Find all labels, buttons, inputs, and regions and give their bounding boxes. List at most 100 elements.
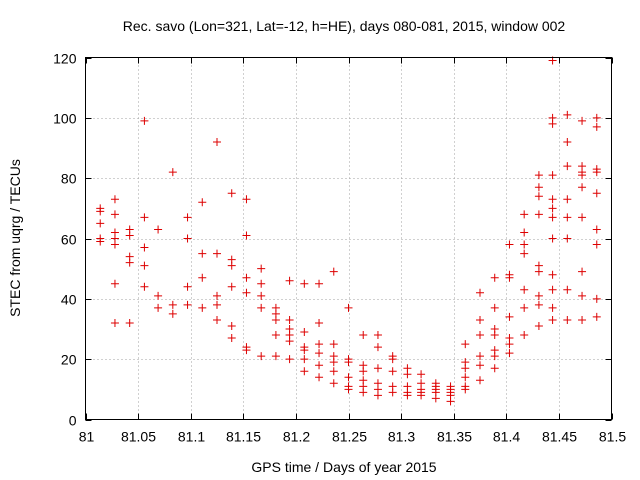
- data-point: [592, 294, 601, 303]
- data-point: [388, 367, 397, 376]
- chart-title: Rec. savo (Lon=321, Lat=-12, h=HE), days…: [123, 18, 566, 34]
- data-point: [563, 234, 572, 243]
- data-point: [198, 198, 207, 207]
- axis-ticks: [85, 57, 613, 421]
- data-point: [476, 315, 484, 324]
- data-point: [548, 270, 557, 279]
- data-point: [592, 113, 601, 122]
- x-tick-label: 81.35: [437, 429, 472, 445]
- data-point: [490, 331, 499, 340]
- data-point: [520, 228, 529, 237]
- data-point: [213, 291, 221, 300]
- data-point: [534, 300, 543, 309]
- data-point: [242, 288, 251, 297]
- data-point: [359, 331, 368, 340]
- data-point: [534, 210, 543, 219]
- plot-frame: [85, 57, 612, 420]
- x-tick-label: 81.3: [388, 429, 415, 445]
- data-point: [315, 361, 324, 370]
- data-point: [505, 240, 514, 249]
- data-point: [417, 370, 426, 379]
- data-point: [198, 273, 207, 282]
- data-point: [140, 282, 149, 291]
- data-point: [476, 376, 484, 385]
- data-point: [257, 291, 266, 300]
- data-point: [227, 282, 236, 291]
- data-point: [461, 373, 470, 382]
- y-tick-label: 40: [61, 292, 77, 308]
- data-point: [548, 195, 557, 204]
- data-point: [140, 261, 149, 270]
- data-point: [520, 285, 529, 294]
- y-tick-label: 100: [53, 111, 77, 127]
- data-point: [563, 137, 572, 146]
- data-point: [563, 285, 572, 294]
- y-tick-label: 20: [61, 352, 77, 368]
- data-point: [300, 279, 309, 288]
- data-point: [344, 385, 353, 394]
- data-point: [213, 137, 221, 146]
- data-point: [315, 349, 324, 358]
- x-axis-label: GPS time / Days of year 2015: [251, 459, 436, 475]
- data-point: [242, 273, 251, 282]
- data-point: [476, 361, 484, 370]
- y-tick-labels: 0 20 40 60 80 100 120: [53, 51, 77, 429]
- data-point: [154, 225, 163, 234]
- y-tick-label: 60: [61, 232, 77, 248]
- x-tick-label: 81: [79, 429, 95, 445]
- data-point: [257, 264, 266, 273]
- data-point: [578, 267, 587, 276]
- x-tick-label: 81.05: [121, 429, 156, 445]
- data-point: [125, 231, 134, 240]
- data-point: [548, 303, 557, 312]
- data-point: [520, 240, 529, 249]
- data-point: [257, 352, 266, 361]
- data-point: [125, 258, 134, 267]
- data-point: [285, 315, 294, 324]
- data-point: [227, 189, 236, 198]
- data-point: [96, 219, 105, 228]
- data-point: [154, 291, 163, 300]
- data-point: [578, 291, 587, 300]
- data-point: [300, 367, 309, 376]
- data-point: [578, 213, 587, 222]
- data-point: [592, 122, 601, 131]
- data-point: [359, 388, 368, 397]
- data-point: [110, 210, 119, 219]
- data-point: [285, 337, 294, 346]
- x-tick-label: 81.15: [226, 429, 261, 445]
- data-point: [329, 379, 338, 388]
- data-point: [592, 189, 601, 198]
- y-tick-label: 80: [61, 171, 77, 187]
- data-point: [548, 171, 557, 180]
- data-point: [476, 352, 484, 361]
- x-tick-label: 81.25: [332, 429, 367, 445]
- data-point: [548, 119, 557, 128]
- data-point: [548, 234, 557, 243]
- data-point: [520, 303, 529, 312]
- data-point: [373, 331, 382, 340]
- data-point: [461, 385, 470, 394]
- x-tick-label: 81.4: [493, 429, 520, 445]
- data-point: [242, 195, 251, 204]
- data-point: [213, 249, 221, 258]
- data-point: [271, 352, 280, 361]
- x-tick-label: 81.1: [178, 429, 205, 445]
- data-point: [505, 340, 514, 349]
- data-point: [373, 343, 382, 352]
- data-point: [168, 309, 177, 318]
- data-point: [476, 331, 484, 340]
- data-point: [592, 312, 601, 321]
- data-point: [431, 394, 440, 403]
- data-point: [271, 331, 280, 340]
- data-point: [344, 303, 353, 312]
- data-point: [417, 391, 426, 400]
- data-point: [388, 355, 397, 364]
- data-point: [315, 279, 324, 288]
- data-point: [548, 315, 557, 324]
- data-point: [578, 171, 587, 180]
- data-point: [578, 183, 587, 192]
- data-point: [315, 373, 324, 382]
- data-point: [329, 367, 338, 376]
